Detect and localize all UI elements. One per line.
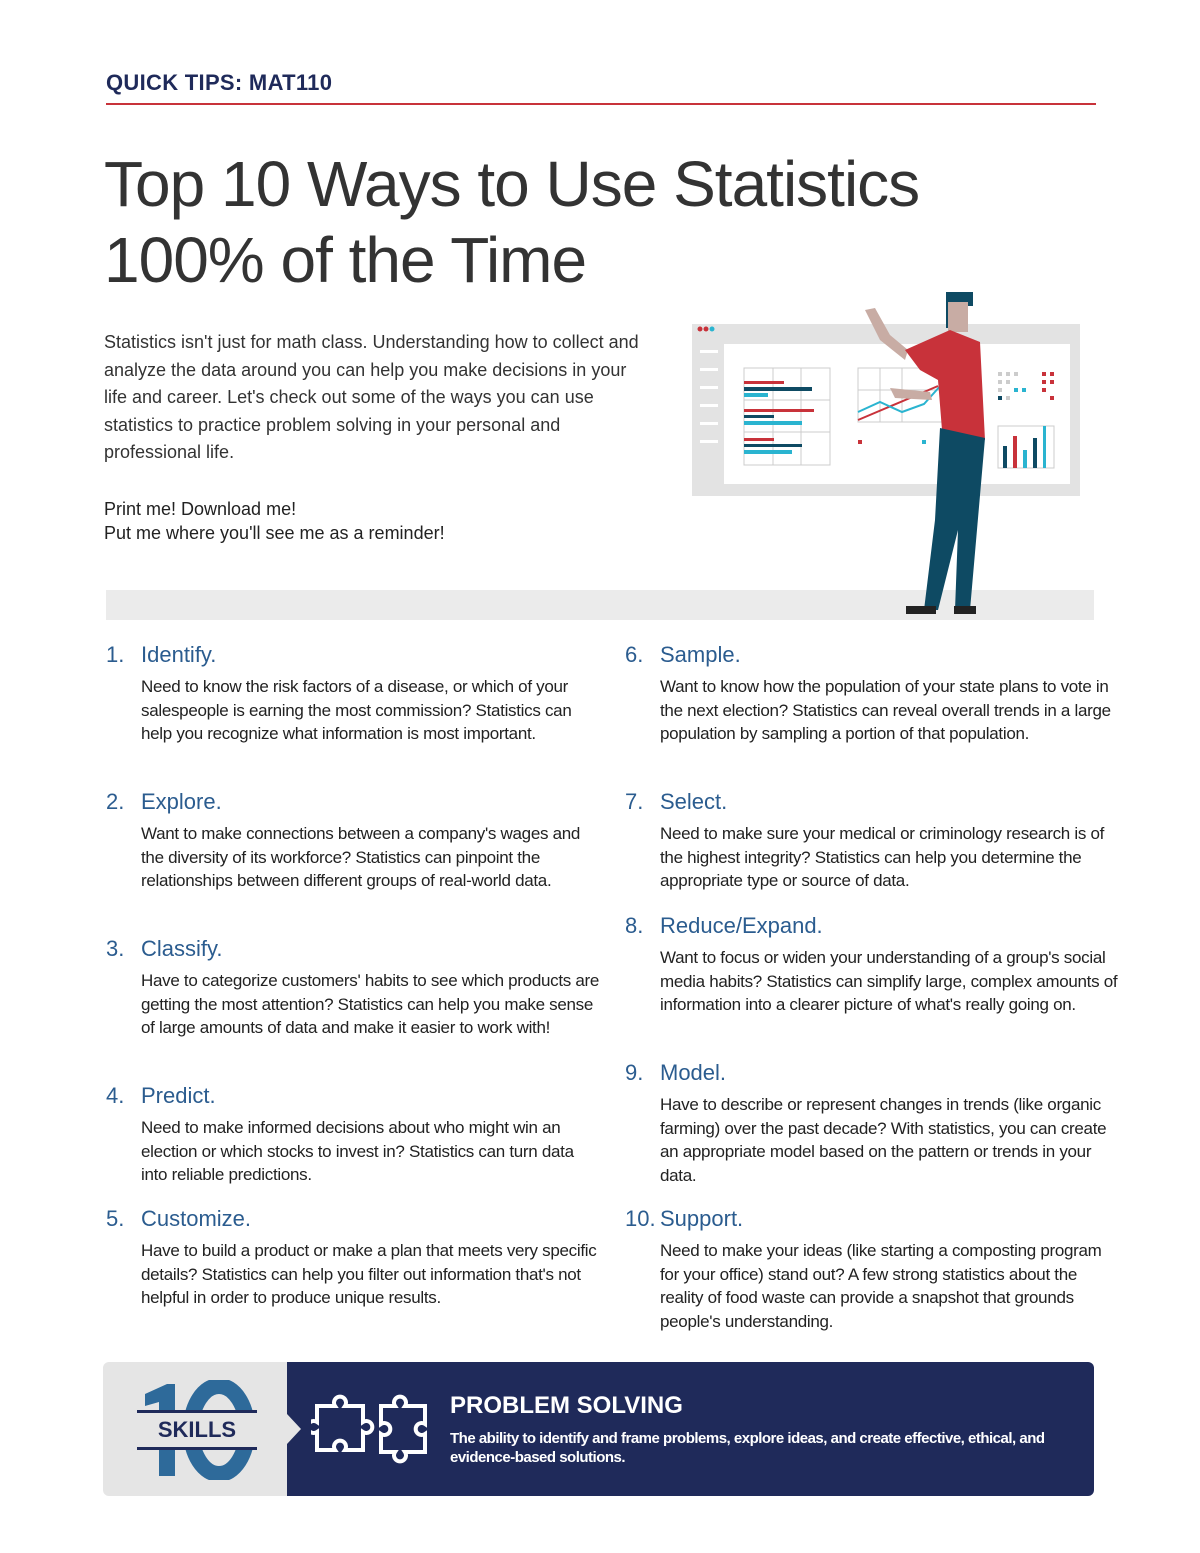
skill-banner: PROBLEM SOLVING The ability to identify … <box>287 1362 1094 1496</box>
tip-title: Reduce/Expand. <box>660 913 823 938</box>
tip-4: 4. Predict. Need to make informed decision… <box>106 1083 606 1206</box>
tip-number: 9. <box>625 1060 644 1085</box>
kicker: QUICK TIPS: MAT110 <box>106 70 333 95</box>
cta-line-1: Print me! Download me! <box>104 498 297 519</box>
intro-paragraph: Statistics isn't just for math class. Un… <box>104 332 639 462</box>
tip-7: 7. Select. Need to make sure your medical … <box>625 789 1125 913</box>
tips-left-column: 1. Identify. Need to know the risk factors… <box>106 642 606 1310</box>
banner-arrow <box>287 1414 301 1444</box>
tip-title: Model. <box>660 1060 727 1085</box>
tip-body: Want to make connections between a compa… <box>141 824 581 890</box>
call-to-action: Print me! Download me! Put me where you'… <box>104 497 684 545</box>
banner-description: The ability to identify and frame proble… <box>450 1430 1045 1466</box>
tip-title: Select. <box>660 789 728 814</box>
presenter-illustration <box>692 292 1080 614</box>
intro-block: Top 10 Ways to Use Statistics 100% of th… <box>104 146 920 545</box>
banner-title: PROBLEM SOLVING <box>450 1392 683 1419</box>
title-line-2: 100% of the Time <box>104 224 587 296</box>
tip-number: 5. <box>106 1206 125 1231</box>
skills-logo-panel: SKILLS <box>103 1362 303 1496</box>
title-line-1: Top 10 Ways to Use Statistics <box>104 148 920 220</box>
tip-9: 9. Model. Have to describe or represent ch… <box>625 1060 1125 1206</box>
tip-title: Predict. <box>141 1083 216 1108</box>
tip-number: 7. <box>625 789 644 814</box>
tip-title: Sample. <box>660 642 741 667</box>
tip-number: 8. <box>625 913 644 938</box>
tip-body: Have to build a product or make a plan t… <box>141 1241 597 1307</box>
cta-line-2: Put me where you'll see me as a reminder… <box>104 522 445 543</box>
tip-8: 8. Reduce/Expand. Want to focus or widen y… <box>625 913 1125 1060</box>
skills-logo-number-graphic <box>137 1380 257 1480</box>
tip-number: 2. <box>106 789 125 814</box>
tip-3: 3. Classify. Have to categorize customers'… <box>106 936 606 1083</box>
tip-body: Have to categorize customers' habits to … <box>141 971 600 1037</box>
tip-body: Want to know how the population of your … <box>660 677 1111 743</box>
tip-body: Have to describe or represent changes in… <box>660 1095 1107 1185</box>
tip-body: Need to make your ideas (like starting a… <box>660 1241 1102 1331</box>
tip-number: 3. <box>106 936 125 961</box>
tip-title: Customize. <box>141 1206 252 1231</box>
tip-title: Classify. <box>141 936 223 961</box>
tip-5: 5. Customize. Have to build a product or m… <box>106 1206 606 1310</box>
tip-number: 10. <box>625 1206 656 1231</box>
tip-title: Support. <box>660 1206 744 1231</box>
tip-1: 1. Identify. Need to know the risk factors… <box>106 642 606 789</box>
tip-6: 6. Sample. Want to know how the population… <box>625 642 1125 789</box>
tip-number: 6. <box>625 642 644 667</box>
tip-number: 1. <box>106 642 125 667</box>
tip-title: Explore. <box>141 789 222 814</box>
tip-body: Need to make informed decisions about wh… <box>141 1118 574 1184</box>
tip-10: 10. Support. Need to make your ideas (like… <box>625 1206 1125 1333</box>
tip-body: Want to focus or widen your understandin… <box>660 948 1118 1014</box>
tip-body: Need to know the risk factors of a disea… <box>141 677 572 743</box>
tip-2: 2. Explore. Want to make connections betwe… <box>106 789 606 936</box>
header-divider <box>106 103 1096 105</box>
tips-right-column: 6. Sample. Want to know how the population… <box>625 642 1125 1333</box>
tip-title: Identify. <box>141 642 217 667</box>
page-title: Top 10 Ways to Use Statistics 100% of th… <box>104 146 920 298</box>
puzzle-icon <box>311 1394 427 1464</box>
tip-number: 4. <box>106 1083 125 1108</box>
skills-logo-word: SKILLS <box>157 1417 237 1442</box>
tip-body: Need to make sure your medical or crimin… <box>660 824 1105 890</box>
